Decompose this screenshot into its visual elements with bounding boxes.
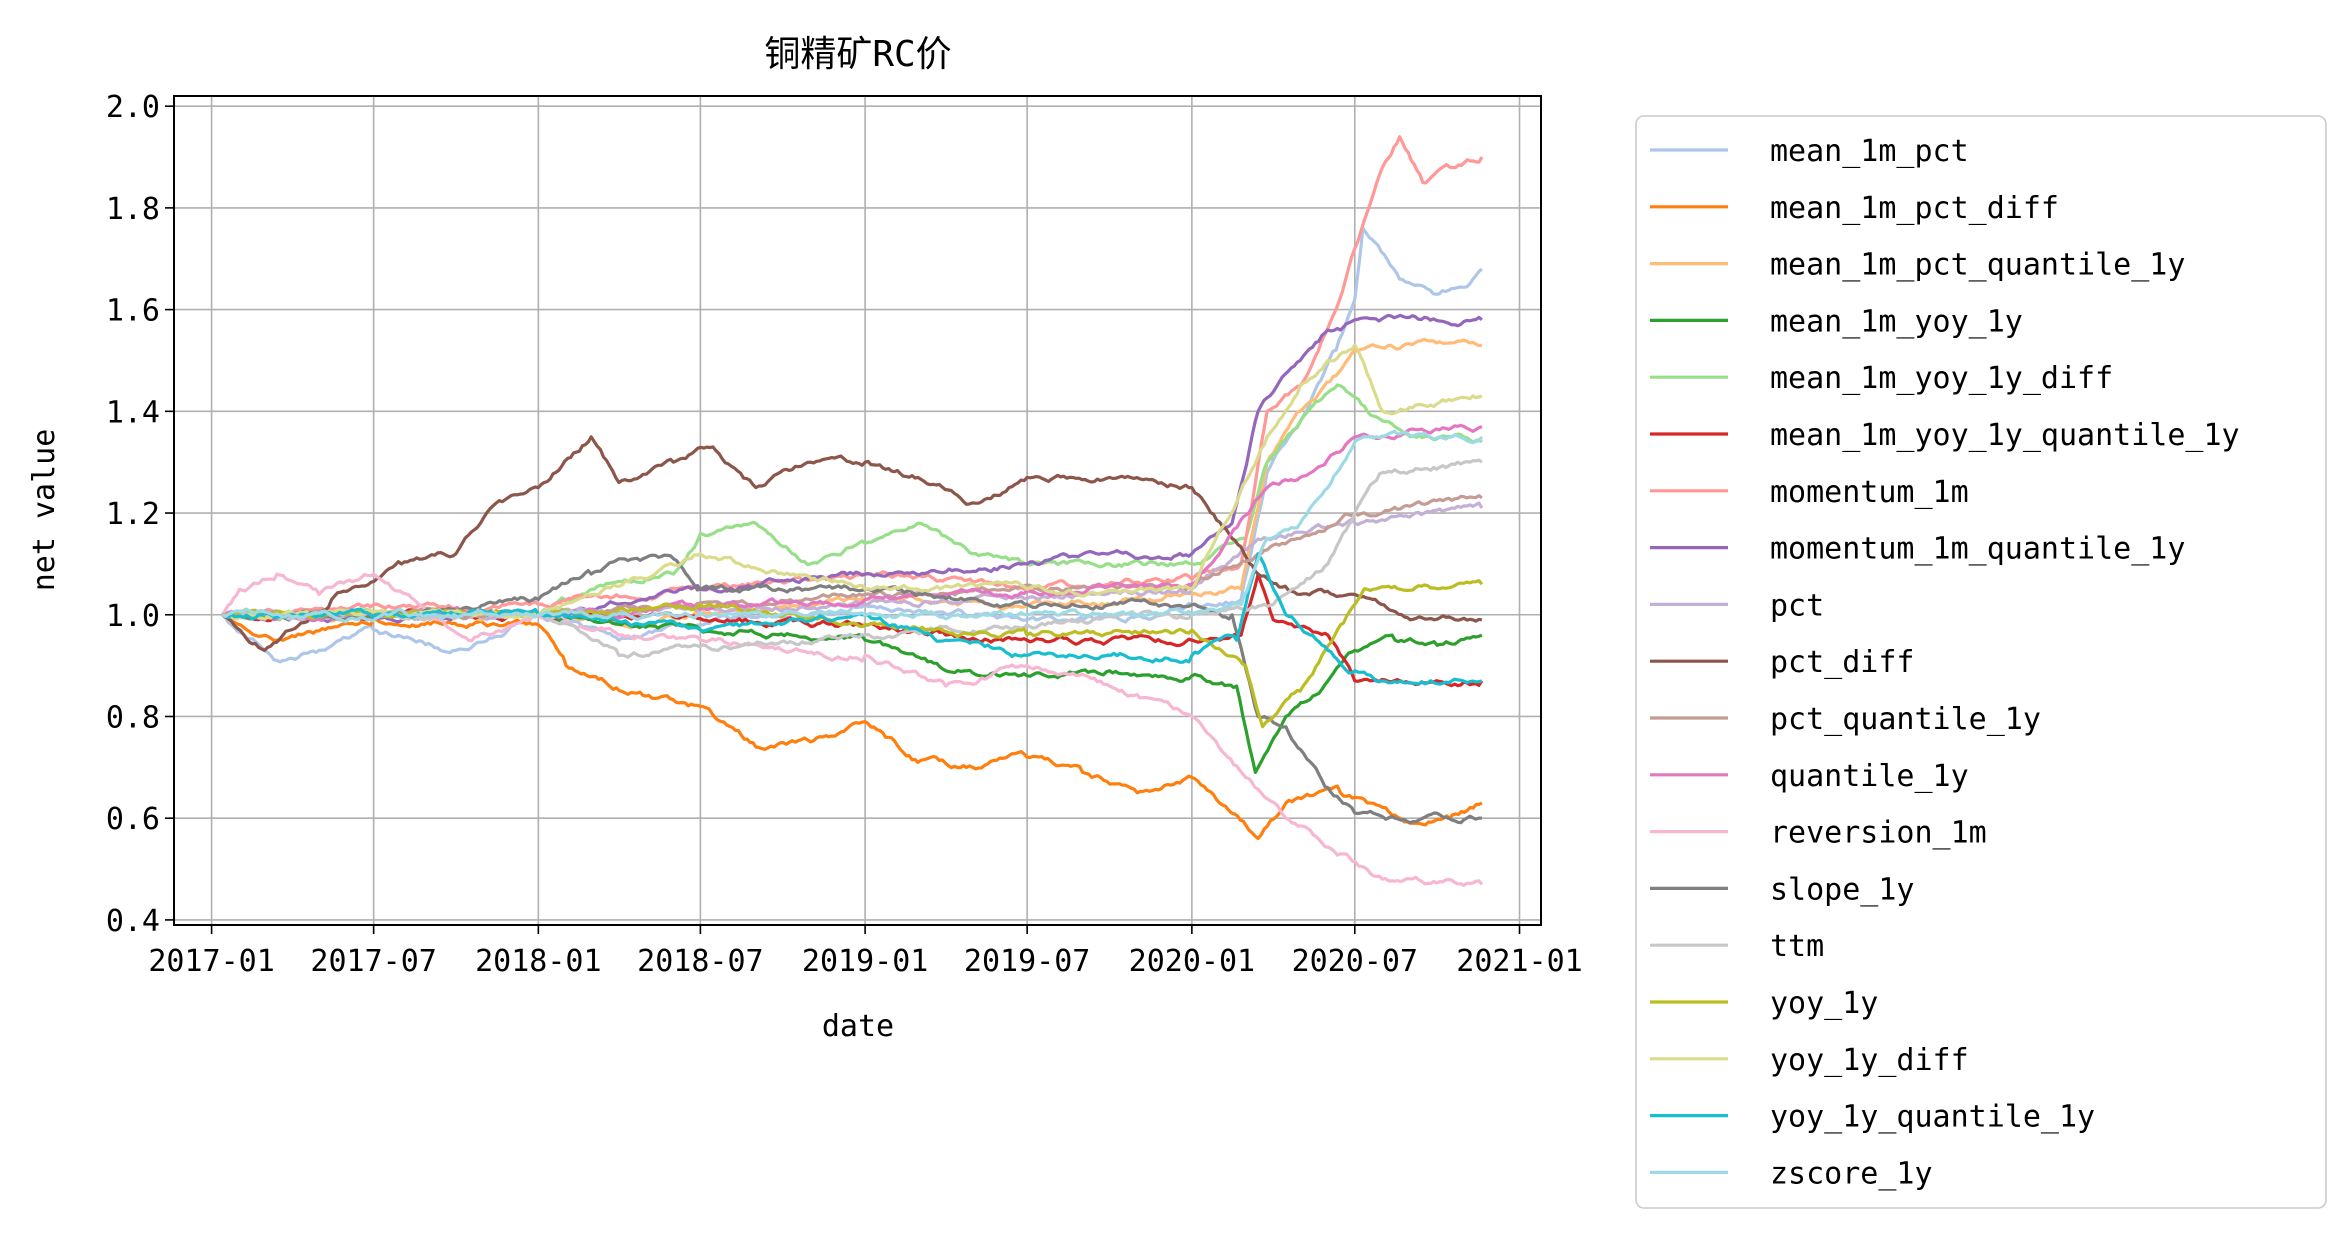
series-line-mean-1m-pct-diff (221, 613, 1483, 841)
series-layer (220, 135, 1484, 887)
plot-frame (173, 95, 1542, 926)
legend-label: slope_1y (1770, 872, 1915, 907)
legend-label: pct (1770, 588, 1824, 623)
legend-label: pct_diff (1770, 645, 1915, 680)
x-tick-label: 2020-07 (1292, 944, 1418, 979)
y-axis-label: net value (27, 429, 62, 592)
y-tick-label: 1.4 (106, 395, 160, 430)
legend: mean_1m_pct mean_1m_pct_diff mean_1m_pct_q… (1635, 115, 2327, 1209)
series-line-zscore-1y (221, 429, 1484, 624)
legend-label: quantile_1y (1770, 759, 1969, 794)
legend-label: mean_1m_pct (1770, 134, 1969, 169)
chart-title: 铜精矿RC价 (764, 34, 951, 75)
series-line-ttm (222, 458, 1483, 659)
x-tick-label: 2020-01 (1129, 944, 1255, 979)
x-axis-label: date (822, 1009, 894, 1044)
y-tick-label: 1.6 (106, 294, 160, 329)
legend-label: momentum_1m (1770, 475, 1969, 510)
x-tick-label: 2021-01 (1456, 944, 1582, 979)
legend-label: yoy_1y_quantile_1y (1770, 1100, 2095, 1135)
legend-label: mean_1m_pct_diff (1770, 191, 2059, 226)
series-line-pct-diff (221, 435, 1483, 652)
legend-label: reversion_1m (1770, 816, 1987, 851)
y-tick-label: 1.8 (106, 192, 160, 227)
x-tick-label: 2018-01 (475, 944, 601, 979)
legend-label: mean_1m_yoy_1y_quantile_1y (1770, 418, 2240, 453)
series-line-momentum-1m (221, 135, 1484, 618)
legend-label: yoy_1y (1770, 986, 1878, 1021)
x-tick-label: 2017-07 (310, 944, 436, 979)
y-tick-label: 2.0 (106, 90, 160, 125)
y-axis: 0.4 0.6 0.8 1.0 1.2 1.4 1.6 1.8 2.0 (106, 90, 174, 939)
legend-label: zscore_1y (1770, 1156, 1933, 1191)
y-tick-label: 1.0 (106, 599, 160, 634)
y-tick-label: 1.2 (106, 497, 160, 532)
legend-label: ttm (1770, 929, 1824, 964)
legend-label: yoy_1y_diff (1770, 1043, 1969, 1078)
y-tick-label: 0.4 (106, 904, 160, 939)
legend-label: pct_quantile_1y (1770, 702, 2041, 737)
legend-box (1635, 115, 2327, 1209)
grid (174, 96, 1541, 925)
legend-label: mean_1m_yoy_1y (1770, 304, 2023, 339)
series-line-yoy-1y-quantile-1y (221, 552, 1483, 686)
x-axis: 2017-01 2017-07 2018-01 2018-07 2019-01 2019-… (148, 925, 1583, 979)
x-tick-label: 2019-07 (964, 944, 1090, 979)
legend-label: momentum_1m_quantile_1y (1770, 532, 2185, 567)
x-tick-label: 2017-01 (148, 944, 274, 979)
legend-label: mean_1m_pct_quantile_1y (1770, 248, 2185, 283)
x-tick-label: 2018-07 (637, 944, 763, 979)
x-tick-label: 2019-01 (802, 944, 928, 979)
legend-label: mean_1m_yoy_1y_diff (1770, 361, 2113, 396)
y-tick-label: 0.6 (106, 802, 160, 837)
y-tick-label: 0.8 (106, 700, 160, 735)
series-line-yoy-1y-diff (221, 343, 1483, 621)
